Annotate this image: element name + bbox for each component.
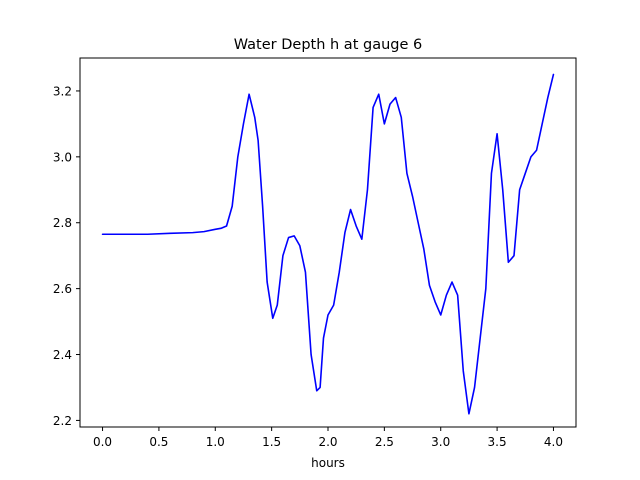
x-tick-label: 3.5 <box>488 435 507 449</box>
plot-frame <box>79 57 577 428</box>
x-tick-label: 2.5 <box>375 435 394 449</box>
x-tick-label: 4.0 <box>544 435 563 449</box>
x-tick-label: 1.0 <box>206 435 225 449</box>
y-tick-label: 2.2 <box>53 414 72 428</box>
x-tick-label: 2.0 <box>318 435 337 449</box>
plot-area: 0.0 0.5 1.0 1.5 2.0 2.5 3.0 3.5 4.0 2.2 2.4 2.6 2.8 3… <box>53 57 577 449</box>
series-line-0 <box>101 73 555 415</box>
y-tick-label: 3.0 <box>53 150 72 164</box>
y-tick-label: 3.2 <box>53 84 72 98</box>
x-tick-label: 0.5 <box>149 435 168 449</box>
y-tick-label: 2.8 <box>53 216 72 230</box>
x-tick-label: 0.0 <box>93 435 112 449</box>
chart-title: Water Depth h at gauge 6 <box>234 37 422 53</box>
x-tick-label: 1.5 <box>262 435 281 449</box>
y-tick-label: 2.6 <box>53 282 72 296</box>
x-axis-label: hours <box>311 456 345 470</box>
x-tick-label: 3.0 <box>431 435 450 449</box>
y-tick-label: 2.4 <box>53 348 72 362</box>
